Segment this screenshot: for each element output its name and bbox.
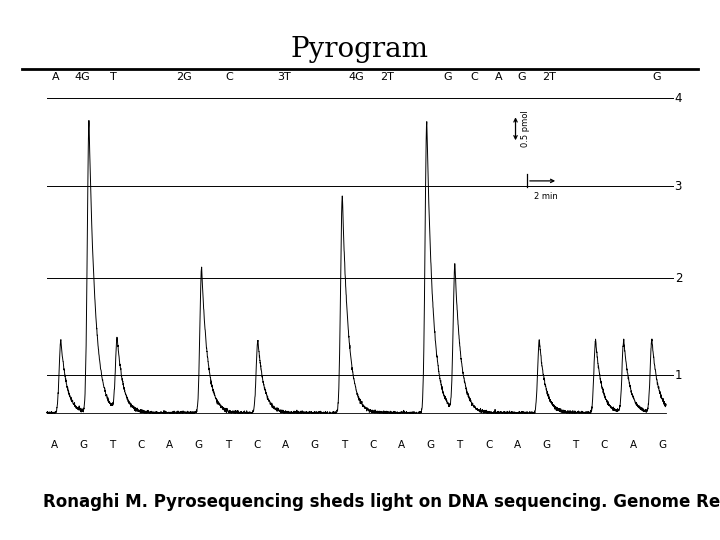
Text: 2T: 2T — [541, 71, 556, 82]
Text: 2 min: 2 min — [534, 192, 558, 201]
Text: G: G — [658, 440, 667, 450]
Text: C: C — [225, 71, 233, 82]
Text: 0.5 pmol: 0.5 pmol — [521, 110, 530, 147]
Text: 2G: 2G — [176, 71, 192, 82]
Text: T: T — [572, 440, 579, 450]
Text: A: A — [282, 440, 289, 450]
Text: A: A — [53, 71, 60, 82]
Text: C: C — [369, 440, 377, 450]
Text: A: A — [50, 440, 58, 450]
Text: T: T — [110, 71, 117, 82]
Text: 1: 1 — [675, 369, 682, 382]
Text: T: T — [456, 440, 463, 450]
Text: 3T: 3T — [277, 71, 292, 82]
Text: A: A — [514, 440, 521, 450]
Text: 2: 2 — [675, 272, 682, 285]
Text: G: G — [444, 71, 452, 82]
Text: G: G — [652, 71, 661, 82]
Text: G: G — [79, 440, 87, 450]
Text: T: T — [225, 440, 231, 450]
Text: G: G — [195, 440, 203, 450]
Text: 2T: 2T — [380, 71, 395, 82]
Text: T: T — [109, 440, 115, 450]
Text: 4G: 4G — [348, 71, 364, 82]
Text: C: C — [470, 71, 477, 82]
Text: G: G — [542, 440, 551, 450]
Text: C: C — [485, 440, 492, 450]
Text: C: C — [600, 440, 608, 450]
Text: G: G — [518, 71, 526, 82]
Text: Pyrogram: Pyrogram — [291, 36, 429, 63]
Text: G: G — [311, 440, 319, 450]
Text: 3: 3 — [675, 180, 682, 193]
Text: 4G: 4G — [75, 71, 91, 82]
Text: C: C — [138, 440, 145, 450]
Text: A: A — [166, 440, 174, 450]
Text: A: A — [630, 440, 637, 450]
Text: 4: 4 — [675, 92, 682, 105]
Text: C: C — [253, 440, 261, 450]
Text: A: A — [398, 440, 405, 450]
Text: Ronaghi M. Pyrosequencing sheds light on DNA sequencing. Genome Res 2001: Ronaghi M. Pyrosequencing sheds light on… — [43, 493, 720, 511]
Text: T: T — [341, 440, 347, 450]
Text: A: A — [495, 71, 502, 82]
Text: G: G — [426, 440, 435, 450]
